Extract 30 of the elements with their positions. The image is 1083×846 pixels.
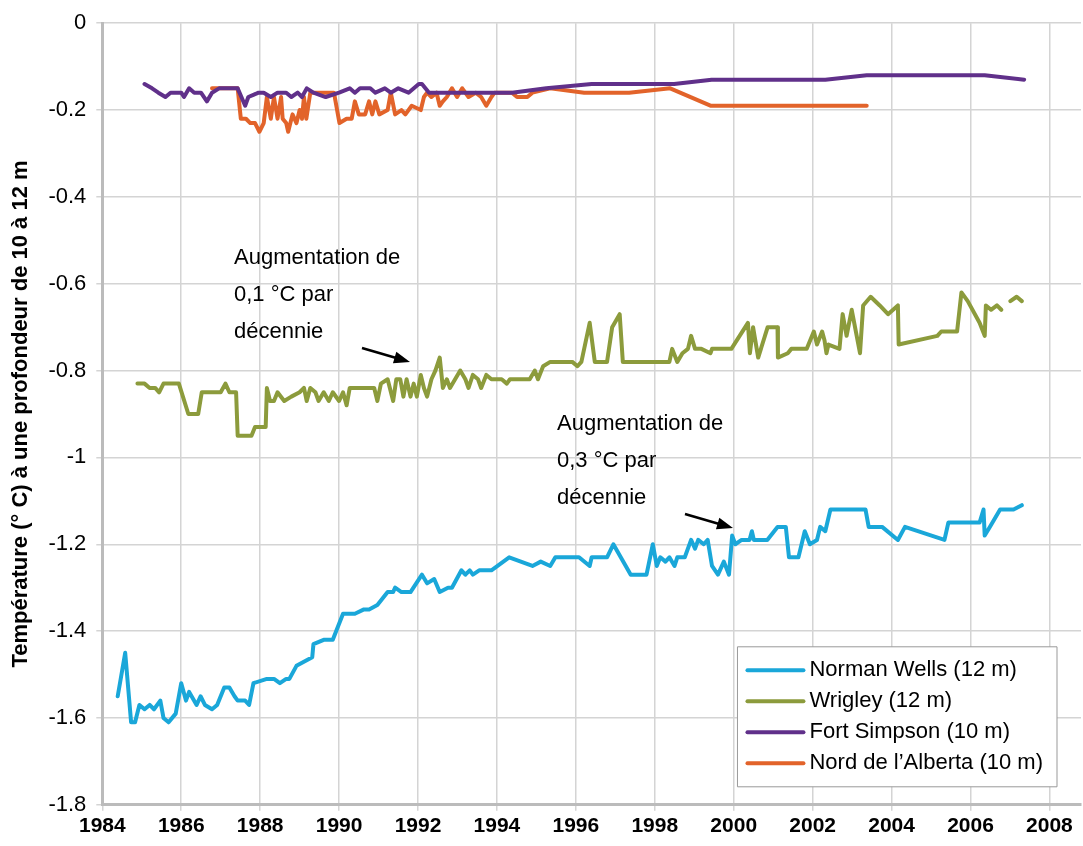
x-tick-label: 1986 <box>157 813 205 837</box>
y-tick-label: -1.8 <box>48 790 87 816</box>
y-tick-label: -1.6 <box>48 704 87 730</box>
y-tick-label: -0.2 <box>48 96 87 122</box>
y-tick-label: -0.6 <box>48 269 87 295</box>
y-tick-label: -0.4 <box>48 182 87 208</box>
x-tick-label: 2006 <box>947 813 994 837</box>
x-tick-label: 1988 <box>236 813 284 837</box>
y-tick-label: -0.8 <box>48 356 87 382</box>
x-tick-label: 1998 <box>631 813 679 837</box>
y-tick-label: 0 <box>74 9 87 35</box>
legend-label: Nord de l’Alberta (10 m) <box>809 749 1044 775</box>
legend-label: Norman Wells (12 m) <box>809 656 1017 682</box>
x-tick-label: 1994 <box>473 813 521 837</box>
x-tick-label: 1984 <box>78 813 126 837</box>
y-tick-label: -1.4 <box>48 617 87 643</box>
legend-label: Fort Simpson (10 m) <box>809 718 1010 744</box>
x-tick-label: 1996 <box>552 813 600 837</box>
y-tick-label: -1.2 <box>48 530 87 556</box>
annotation: Augmentation de 0,1 °C par décennie <box>234 244 401 344</box>
legend-label: Wrigley (12 m) <box>809 687 953 713</box>
x-tick-label: 1992 <box>394 813 442 837</box>
x-tick-label: 2004 <box>868 813 916 837</box>
x-tick-label: 2002 <box>789 813 837 837</box>
x-tick-label: 1990 <box>315 813 363 837</box>
y-axis-title: Température (° C) à une profondeur de 10 à 12 m <box>7 160 33 668</box>
y-tick-label: -1 <box>66 443 87 469</box>
x-tick-label: 2000 <box>710 813 758 837</box>
x-tick-label: 2008 <box>1026 813 1074 837</box>
annotation: Augmentation de 0,3 °C par décennie <box>557 410 724 510</box>
